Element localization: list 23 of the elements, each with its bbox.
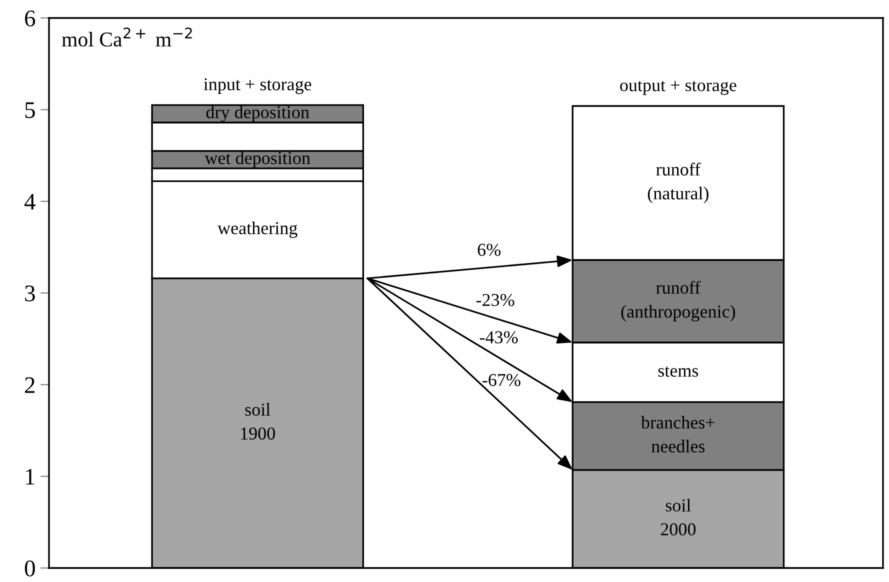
x-tick-label: input + storage bbox=[204, 78, 312, 94]
annotation: -23% bbox=[476, 294, 514, 306]
series-label: wet deposition bbox=[204, 151, 310, 168]
series-label: soil 2000 bbox=[660, 498, 696, 536]
y-tick-label: 3 bbox=[25, 286, 35, 302]
y-tick-label: 4 bbox=[24, 194, 36, 210]
x-tick-label: output + storage bbox=[620, 80, 736, 95]
annotation: -67% bbox=[482, 374, 520, 386]
series-label: soil 1900 bbox=[241, 403, 275, 440]
series-label: stems bbox=[658, 366, 698, 377]
annotation: 6% bbox=[478, 244, 501, 256]
y-tick-label: 0 bbox=[24, 560, 35, 576]
series-label: branches+ needles bbox=[641, 416, 714, 452]
y-axis-title: mol Ca$^{2+}$ m$^{−2}$ bbox=[62, 28, 192, 47]
y-tick-label: 5 bbox=[25, 102, 35, 118]
y-tick-label: 6 bbox=[25, 10, 36, 26]
series-label: runoff (anthropogenic) bbox=[621, 280, 736, 322]
y-tick-label: 1 bbox=[26, 468, 34, 485]
annotation: -43% bbox=[480, 331, 518, 344]
series-label: runoff (natural) bbox=[648, 162, 708, 204]
series-label: dry deposition bbox=[206, 106, 310, 122]
y-tick-label: 2 bbox=[25, 377, 35, 393]
series-label: weathering bbox=[218, 222, 298, 238]
